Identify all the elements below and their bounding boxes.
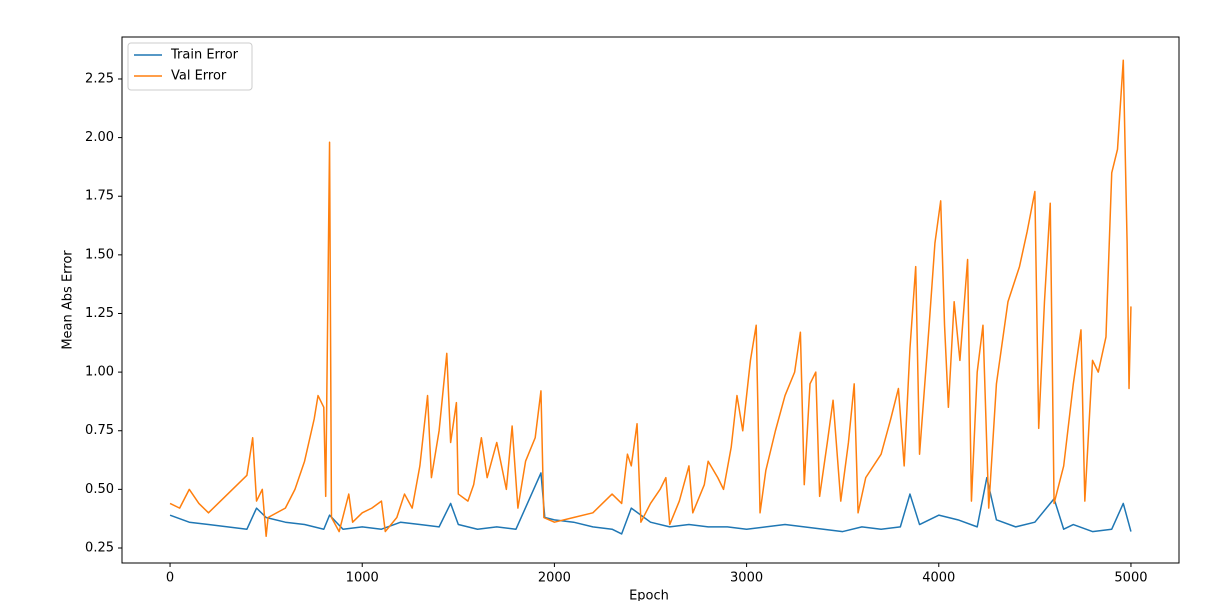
axes-frame	[121, 36, 1180, 564]
y-tick-label: 2.25	[85, 71, 114, 86]
y-tick-label: 1.75	[85, 189, 114, 204]
x-tick-label: 0	[166, 571, 174, 586]
y-tick-label: 0.50	[85, 482, 114, 497]
legend-label: Val Error	[171, 69, 227, 84]
x-tick-label: 3000	[730, 571, 763, 586]
y-tick-label: 1.00	[85, 365, 114, 380]
x-axis-label: Epoch	[629, 589, 669, 601]
data-line	[169, 59, 1132, 538]
x-tick-label: 1000	[346, 571, 379, 586]
y-tick-label: 2.00	[85, 130, 114, 145]
x-tick-label: 2000	[538, 571, 571, 586]
y-axis-label: Mean Abs Error	[61, 250, 76, 350]
y-tick-label: 1.50	[85, 247, 114, 262]
y-tick-label: 0.25	[85, 540, 114, 555]
x-tick-label: 4000	[922, 571, 955, 586]
x-tick-label: 5000	[1114, 571, 1147, 586]
legend-label: Train Error	[170, 48, 239, 63]
y-tick-label: 1.25	[85, 306, 114, 321]
y-tick-label: 0.75	[85, 423, 114, 438]
